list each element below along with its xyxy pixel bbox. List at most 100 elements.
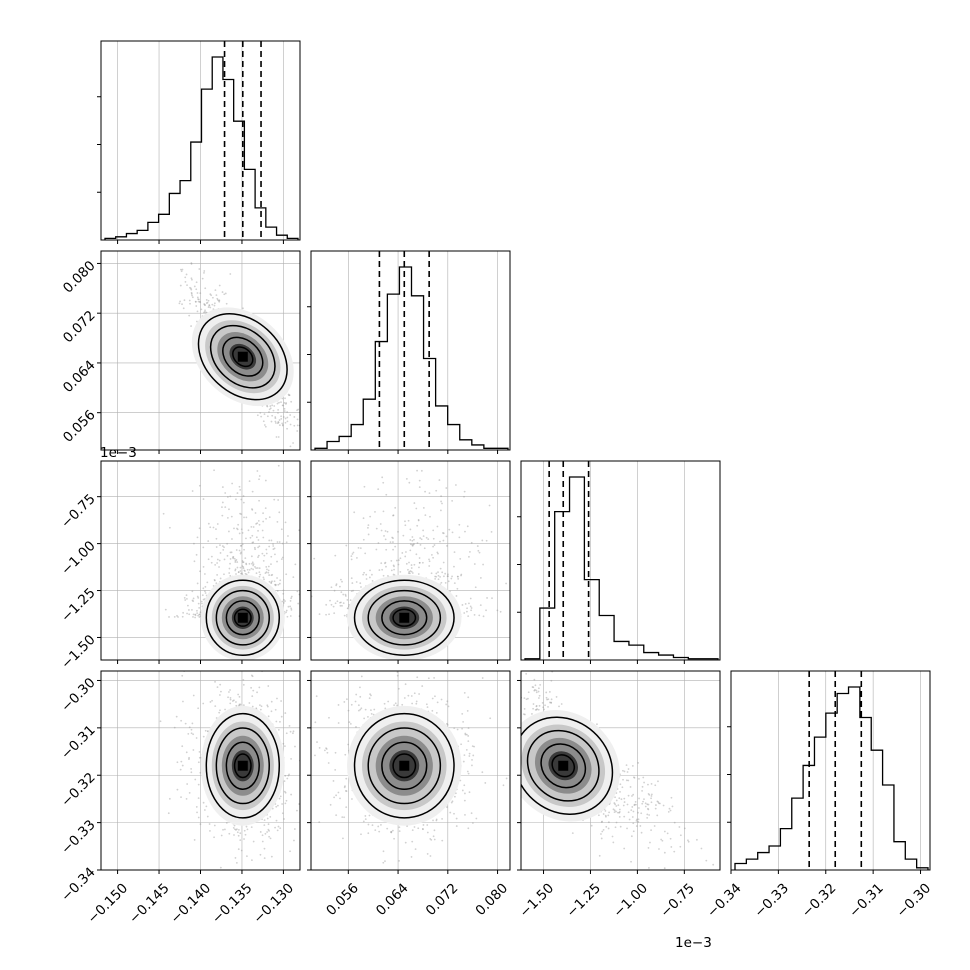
sample-point [413,692,416,695]
sample-point [215,294,218,297]
sample-point [204,309,206,312]
sample-point [412,543,415,546]
sample-point [229,696,232,699]
sample-point [255,707,258,710]
sample-point [356,668,358,670]
sample-point [413,538,415,541]
sample-point [241,560,244,562]
sample-point [245,573,248,576]
sample-point [430,553,433,556]
sample-point [445,487,448,489]
sample-point [236,831,239,834]
sample-point [453,565,455,568]
sample-point [244,833,247,836]
sample-point [384,530,387,532]
sample-point [281,542,284,545]
sample-point [209,701,212,703]
sample-point [550,698,553,701]
sample-point [251,508,253,510]
sample-point [418,486,421,489]
sample-point [190,287,192,290]
sample-point [393,565,395,568]
sample-point [188,791,191,794]
sample-point [346,698,348,701]
sample-point [431,697,434,700]
sample-point [270,563,272,566]
sample-point [263,824,266,827]
sample-point [216,558,219,561]
sample-point [268,835,271,838]
sample-point [466,710,469,712]
sample-point [315,695,318,698]
sample-point [399,570,402,573]
sample-point [293,416,296,418]
sample-point [385,565,387,568]
sample-point [192,616,194,618]
sample-point [235,829,237,831]
sample-point [462,721,465,723]
sample-point [249,536,252,539]
sample-point [247,529,250,532]
sample-point [196,536,199,539]
sample-point [180,268,182,271]
sample-point [282,416,285,418]
sample-point [210,555,213,558]
sample-point [377,542,380,544]
sample-point [252,568,255,571]
sample-point [463,691,466,694]
sample-point [433,829,436,832]
sample-point [446,723,449,726]
sample-point [342,602,345,604]
sample-point [473,563,476,565]
sample-point [209,526,212,529]
sample-point [328,716,330,719]
sample-point [345,544,348,547]
sample-point [265,566,268,568]
sample-point [384,561,387,564]
sample-point [428,492,431,495]
sample-point [325,747,327,750]
sample-point [399,873,401,875]
sample-point [186,597,188,600]
sample-point [246,855,248,858]
sample-point [447,705,450,708]
sample-point [296,590,299,593]
sample-point [221,545,224,547]
sample-point [275,805,278,808]
sample-point [261,529,264,532]
sample-point [276,422,279,425]
sample-point [612,841,615,844]
sample-point [290,757,292,760]
sample-point [383,535,385,537]
sample-point [410,567,413,569]
sample-point [618,811,621,814]
sample-point [190,277,193,280]
sample-point [191,599,194,602]
sample-point [445,535,448,538]
sample-point [382,861,385,864]
sample-point [241,565,244,567]
sample-point [456,575,459,578]
sample-point [222,669,224,671]
sample-point [197,783,200,786]
sample-point [282,592,285,595]
sample-point [505,582,508,585]
sample-point [362,573,365,576]
sample-point [479,577,482,579]
sample-point [240,498,243,501]
sample-point [499,610,502,613]
sample-point [207,540,210,542]
sample-point [316,465,318,467]
sample-point [446,575,449,578]
sample-point [394,506,397,509]
sample-point [238,485,241,488]
sample-point [261,457,263,459]
sample-point [391,536,394,539]
sample-point [202,546,205,549]
sample-point [445,806,448,808]
density-peak [237,612,248,623]
sample-point [204,590,206,593]
sample-point [416,524,419,527]
sample-point [190,262,193,264]
sample-point [404,683,407,686]
